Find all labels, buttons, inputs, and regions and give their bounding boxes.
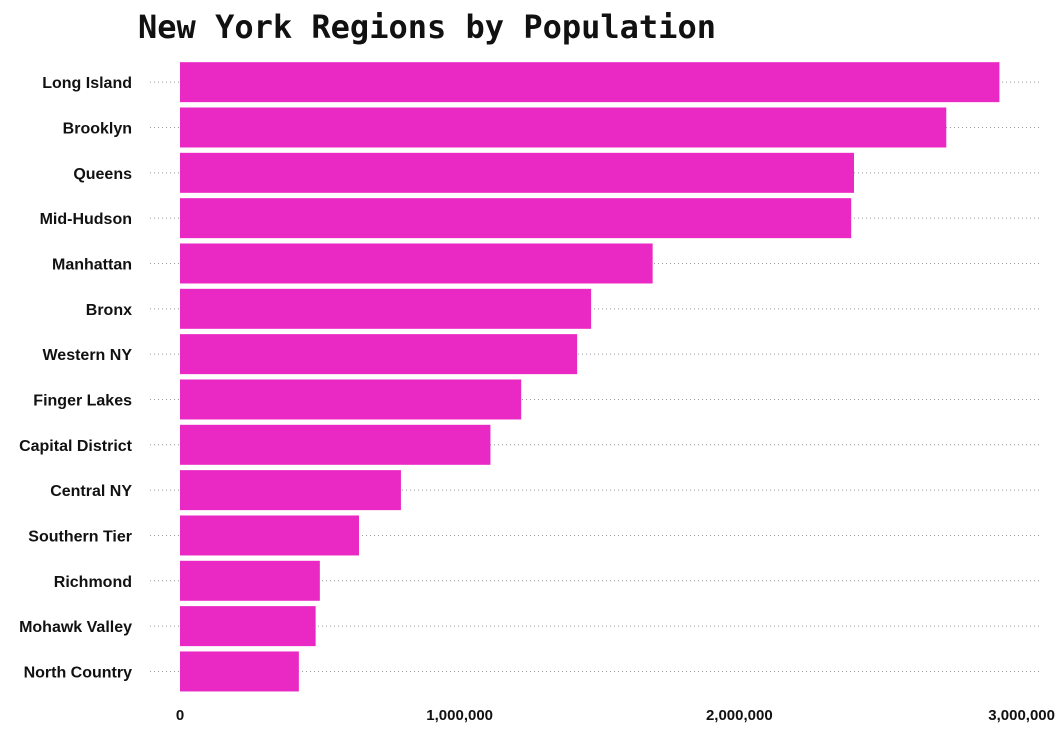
bar-western-ny [180, 334, 578, 375]
x-tick-label: 2,000,000 [706, 707, 773, 724]
category-label-mid-hudson: Mid-Hudson [40, 211, 132, 228]
x-axis-tick-labels: 0 1,000,000 2,000,000 3,000,000 [176, 707, 1055, 724]
category-label-richmond: Richmond [54, 574, 132, 591]
bar-southern-tier [180, 515, 359, 556]
category-label-western-ny: Western NY [42, 347, 132, 364]
bar-bronx [180, 288, 592, 329]
bar-north-country [180, 651, 299, 692]
bar-central-ny [180, 470, 401, 511]
bar-queens [180, 152, 854, 193]
category-label-capital-district: Capital District [19, 438, 133, 455]
x-tick-label: 1,000,000 [426, 707, 493, 724]
bars [180, 62, 1000, 692]
category-labels: Long Island Brooklyn Queens Mid-Hudson Manha… [19, 75, 133, 681]
x-tick-label: 3,000,000 [988, 707, 1055, 724]
category-label-queens: Queens [73, 166, 132, 183]
x-tick-label: 0 [176, 707, 184, 724]
bar-long-island [180, 62, 1000, 103]
category-label-mohawk-valley: Mohawk Valley [19, 619, 132, 636]
category-label-finger-lakes: Finger Lakes [33, 392, 132, 409]
category-label-north-country: North Country [24, 664, 133, 681]
category-label-southern-tier: Southern Tier [28, 528, 132, 545]
bar-mid-hudson [180, 198, 852, 239]
bar-finger-lakes [180, 379, 522, 420]
category-label-long-island: Long Island [42, 75, 132, 92]
bar-brooklyn [180, 107, 947, 148]
category-label-central-ny: Central NY [50, 483, 132, 500]
chart-title: New York Regions by Population [138, 8, 716, 46]
bar-capital-district [180, 424, 491, 465]
bar-manhattan [180, 243, 653, 284]
category-label-bronx: Bronx [86, 302, 132, 319]
bar-richmond [180, 560, 320, 601]
category-label-brooklyn: Brooklyn [63, 120, 132, 137]
bar-mohawk-valley [180, 606, 316, 647]
category-label-manhattan: Manhattan [52, 256, 132, 273]
